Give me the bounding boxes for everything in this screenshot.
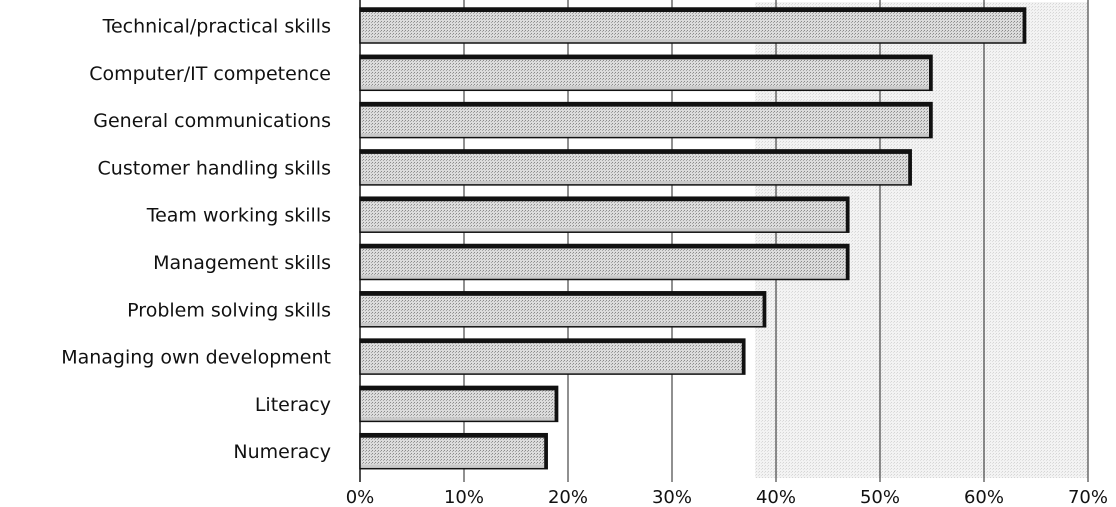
bar-end-edge [845,197,849,233]
category-label: Team working skills [146,205,331,227]
bar-end-edge [845,244,849,280]
x-tick-label: 50% [860,487,900,507]
category-label: Managing own development [61,347,331,369]
bar-end-edge [1022,8,1026,43]
bar-top-edge [360,102,932,107]
bar-shading [361,106,929,134]
bars [359,7,1027,470]
x-tick-label: 0% [346,487,375,507]
x-tick-label: 10% [444,487,484,507]
bar-top-edge [360,149,912,154]
bar-top-edge [360,339,745,344]
bar-end-edge [762,291,766,327]
category-label: Technical/practical skills [102,16,331,38]
category-label: Numeracy [233,441,331,463]
x-tick-label: 30% [652,487,692,507]
bar-shading [361,343,742,371]
bar-top-edge [360,433,548,438]
category-label: Problem solving skills [127,299,331,321]
category-label: Literacy [255,394,331,416]
bar-top-edge [360,8,1026,12]
category-label: General communications [93,110,331,132]
x-tick-label: 70% [1068,487,1108,507]
bar-end-edge [544,433,548,469]
bar-shading [361,201,846,229]
x-axis-ticks: 0% 10% 20% 30% 40% 50% 60% 70% [346,487,1108,507]
bar-shading [361,153,909,181]
x-tick-label: 40% [756,487,796,507]
bar-end-edge [741,339,745,375]
bar-shading [361,390,555,418]
x-tick-label: 20% [548,487,588,507]
bar-shading [361,59,929,87]
x-tick-label: 60% [964,487,1004,507]
bar-end-edge [908,149,912,185]
category-label: Customer handling skills [98,157,331,179]
bar-top-edge [360,197,849,202]
bar-shading [361,12,1023,39]
bar-end-edge [929,102,932,138]
bar-shading [361,437,545,465]
bar-top-edge [360,55,932,60]
category-label: Management skills [153,252,331,274]
bar-top-edge [360,244,849,249]
bar-end-edge [554,386,558,422]
bar-top-edge [360,386,558,391]
bar-shading [361,248,846,276]
bar-top-edge [360,291,766,296]
bar-end-edge [929,55,932,91]
category-label: Computer/IT competence [89,63,331,85]
category-labels: Technical/practical skills Computer/IT co… [61,16,331,464]
bar-shading [361,295,763,323]
